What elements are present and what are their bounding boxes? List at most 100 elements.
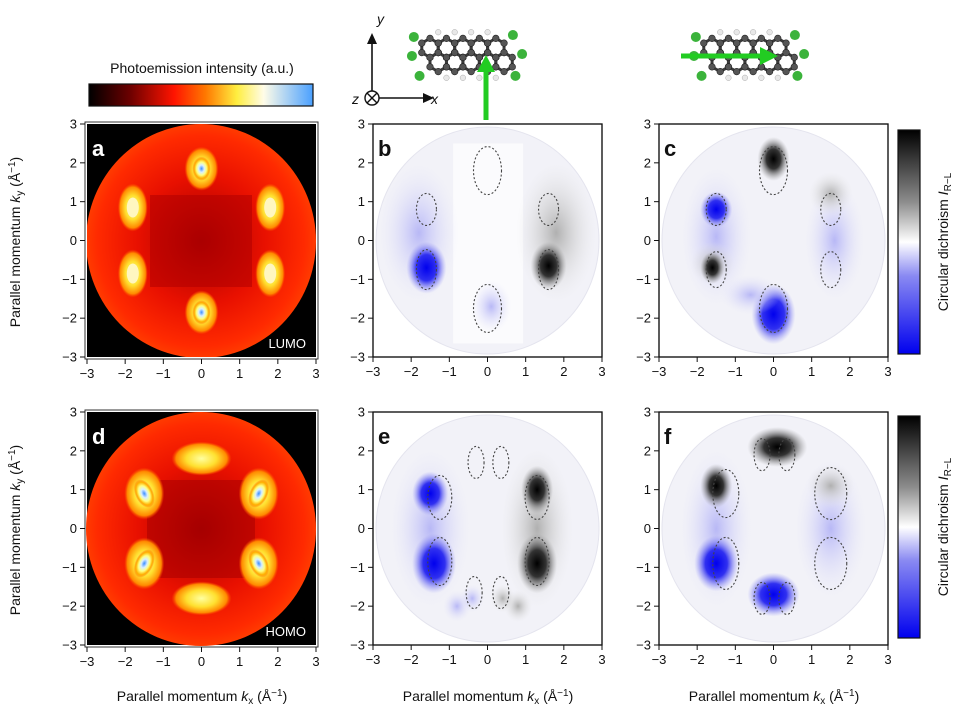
- hydrogen-atom: [766, 29, 773, 36]
- y-tick-label: 1: [358, 482, 365, 497]
- dichroism-blue-lobe: [747, 572, 800, 617]
- lumo-lobe-core: [192, 300, 211, 325]
- carbon-atom: [475, 53, 483, 61]
- y-tick-label: 1: [70, 194, 77, 209]
- dichroism-black-lobe: [700, 251, 725, 284]
- dichroism-black-lobe: [700, 463, 733, 508]
- carbon-atom: [724, 34, 733, 42]
- y-tick-label: −3: [636, 638, 651, 653]
- chlorine-atom: [406, 50, 417, 61]
- panel-letter-f: f: [664, 424, 672, 449]
- x-tick-label: 2: [274, 654, 281, 669]
- carbon-atom: [492, 63, 500, 71]
- chlorine-atom: [510, 70, 521, 81]
- y-tick-label: −3: [62, 638, 77, 653]
- y-tick-label: 3: [358, 405, 365, 420]
- ylabel-bottom: Parallel momentum ky (Å−1): [7, 445, 26, 615]
- dichroism-black-lobe: [490, 584, 515, 613]
- y-tick-label: 2: [644, 443, 651, 458]
- x-tick-label: −3: [366, 652, 381, 667]
- carbon-atom: [467, 49, 475, 57]
- carbon-atom: [418, 49, 426, 57]
- x-tick-label: −2: [118, 654, 133, 669]
- x-tick-label: −2: [118, 366, 133, 381]
- chlorine-atom: [507, 30, 518, 41]
- y-tick-label: 3: [644, 117, 651, 132]
- hydrogen-atom: [758, 74, 765, 81]
- homo-lobe-core: [248, 549, 270, 578]
- chlorine-atom: [789, 30, 800, 41]
- hydrogen-atom: [733, 29, 740, 36]
- carbon-atom: [757, 63, 765, 71]
- carbon-atom: [483, 39, 492, 47]
- hydrogen-atom: [725, 74, 732, 81]
- y-tick-label: −1: [62, 272, 77, 287]
- carbon-atom: [765, 68, 774, 76]
- colorbar-label: Photoemission intensity (a.u.): [110, 60, 294, 76]
- x-tick-label: 3: [598, 652, 605, 667]
- carbon-atom: [451, 68, 459, 76]
- dotted-contour: [753, 581, 771, 615]
- x-tick-label: 2: [846, 652, 853, 667]
- x-tick-label: 3: [312, 654, 319, 669]
- carbon-atom: [708, 63, 716, 71]
- panel-letter-e: e: [378, 424, 390, 449]
- y-tick-label: −2: [350, 599, 365, 614]
- dichroism-blue-lobe: [471, 280, 512, 333]
- dotted-contour: [538, 249, 560, 291]
- dotted-contour: [427, 474, 453, 520]
- y-tick-label: −3: [350, 350, 365, 365]
- dotted-contour: [758, 283, 789, 334]
- carbon-atom: [741, 34, 749, 42]
- ylabel-top: Parallel momentum ky (Å−1): [7, 157, 26, 327]
- y-tick-label: 1: [358, 194, 365, 209]
- x-tick-label: 0: [484, 652, 491, 667]
- y-tick-label: −1: [636, 560, 651, 575]
- homo-lobe: [171, 441, 232, 476]
- x-tick-label: −2: [404, 364, 419, 379]
- x-tick-label: 0: [198, 366, 205, 381]
- carbon-atom: [782, 68, 790, 76]
- y-tick-label: −3: [636, 350, 651, 365]
- dotted-contour: [705, 192, 727, 226]
- x-tick-label: 0: [198, 654, 205, 669]
- polarization-arrow-horizontal: [681, 47, 778, 65]
- carbon-atom: [508, 53, 516, 61]
- carbon-atom: [508, 63, 516, 71]
- hydrogen-atom: [717, 29, 724, 36]
- dotted-contour: [758, 146, 789, 196]
- xlabel-col1: Parallel momentum kx (Å−1): [117, 688, 287, 707]
- y-tick-label: −2: [62, 311, 77, 326]
- chlorine-atom: [696, 70, 707, 81]
- axis-ticks: −3−3−2−2−1−100112233−3−3−2−2−1−100112233…: [62, 117, 891, 670]
- y-tick-label: 1: [644, 194, 651, 209]
- carbon-atom: [708, 34, 716, 42]
- panel-letter-d: d: [92, 424, 105, 449]
- dotted-contour: [814, 466, 848, 521]
- dotted-contour: [427, 536, 453, 587]
- orbital-label-homo: HOMO: [266, 624, 306, 639]
- dotted-contour: [705, 251, 727, 289]
- x-tick-label: 1: [236, 654, 243, 669]
- dichroism-black-lobe: [757, 136, 790, 181]
- y-tick-label: −2: [62, 599, 77, 614]
- carbon-atom: [500, 49, 508, 57]
- dichroism-blue-lobe: [460, 584, 485, 613]
- dotted-contour: [465, 576, 483, 610]
- x-tick-label: 1: [236, 366, 243, 381]
- x-tick-label: 1: [808, 652, 815, 667]
- x-tick-label: −1: [156, 366, 171, 381]
- dichroism-label-bottom: Circular dichroism IR−L: [935, 457, 954, 596]
- chlorine-atom: [517, 49, 528, 60]
- hydrogen-atom: [774, 74, 781, 81]
- dotted-contour: [820, 251, 842, 289]
- carbon-atom: [733, 68, 741, 76]
- dotted-contour: [467, 445, 485, 480]
- carbon-atom: [434, 68, 442, 76]
- homo-lobe-core: [133, 479, 155, 508]
- x-tick-label: 3: [312, 366, 319, 381]
- coordinate-axes-icon: [364, 33, 434, 106]
- dotted-contour: [753, 438, 771, 472]
- x-tick-label: 0: [484, 364, 491, 379]
- carbon-atom: [434, 39, 442, 47]
